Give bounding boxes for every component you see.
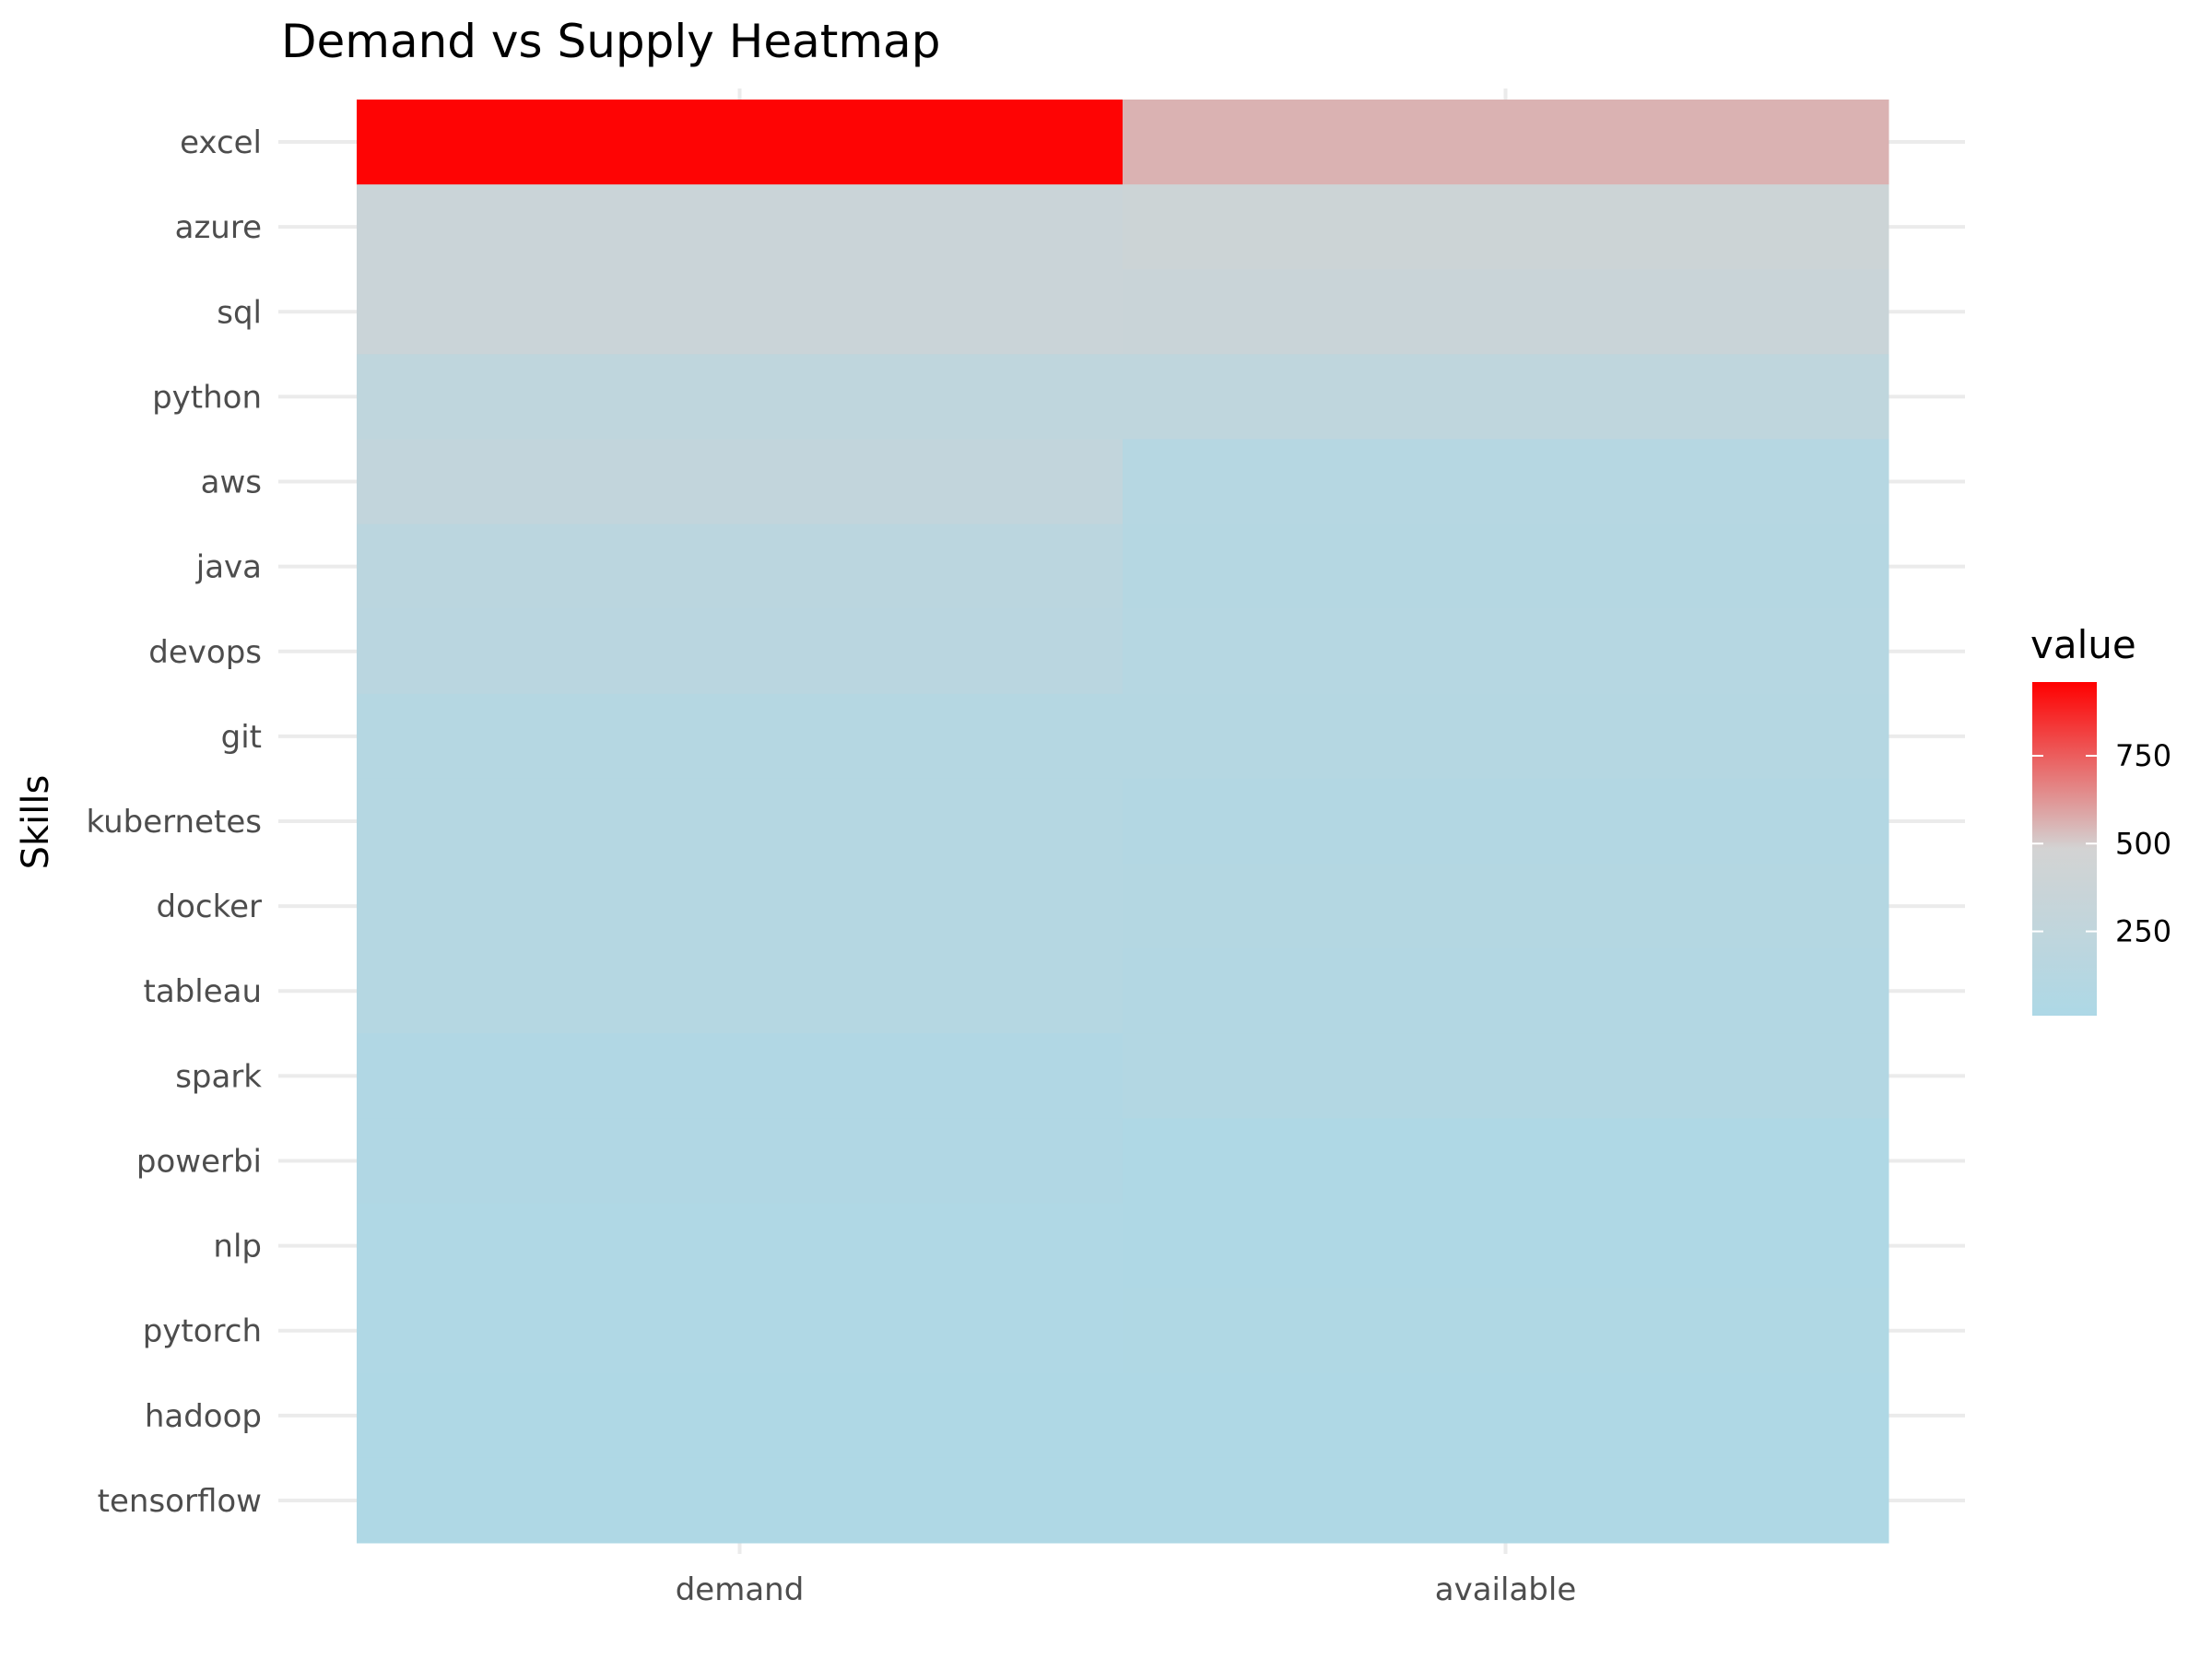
y-tick-tableau: tableau xyxy=(144,973,263,1010)
tile-demand-docker xyxy=(357,864,1124,949)
tile-demand-hadoop xyxy=(357,1372,1124,1459)
tile-available-hadoop xyxy=(1123,1372,1889,1459)
y-tick-sql: sql xyxy=(217,294,262,331)
heatmap-tiles xyxy=(357,100,1889,1544)
colorbar xyxy=(2032,682,2097,1016)
colorbar-tick-label-750: 750 xyxy=(2115,738,2171,773)
tile-available-azure xyxy=(1123,184,1889,270)
y-tick-python: python xyxy=(152,379,262,416)
tile-available-kubernetes xyxy=(1123,778,1889,865)
tile-demand-azure xyxy=(357,184,1124,270)
color-legend: value 250 500 750 xyxy=(2030,622,2171,1016)
y-tick-tensorflow: tensorflow xyxy=(98,1483,262,1520)
tile-available-pytorch xyxy=(1123,1288,1889,1374)
tile-demand-tableau xyxy=(357,948,1124,1034)
colorbar-tick-label-500: 500 xyxy=(2115,826,2171,861)
tile-available-devops xyxy=(1123,608,1889,695)
y-tick-spark: spark xyxy=(175,1058,262,1095)
chart-title: Demand vs Supply Heatmap xyxy=(281,15,940,68)
tile-available-spark xyxy=(1123,1033,1889,1119)
tile-available-nlp xyxy=(1123,1203,1889,1289)
legend-title: value xyxy=(2030,622,2136,667)
y-tick-java: java xyxy=(195,549,262,586)
tile-demand-nlp xyxy=(357,1203,1124,1289)
tile-available-git xyxy=(1123,693,1889,780)
tile-available-aws xyxy=(1123,439,1889,525)
y-tick-pytorch: pytorch xyxy=(143,1313,262,1350)
tile-available-docker xyxy=(1123,864,1889,949)
x-tick-available: available xyxy=(1435,1571,1576,1608)
legend-ticks: 250 500 750 xyxy=(2032,738,2171,949)
y-tick-hadoop: hadoop xyxy=(145,1398,262,1435)
tile-available-tableau xyxy=(1123,948,1889,1034)
tile-available-sql xyxy=(1123,269,1889,355)
tile-demand-devops xyxy=(357,608,1124,695)
y-tick-kubernetes: kubernetes xyxy=(86,804,262,841)
tile-available-python xyxy=(1123,354,1889,440)
y-tick-excel: excel xyxy=(180,124,262,161)
y-tick-powerbi: powerbi xyxy=(136,1143,262,1180)
y-tick-aws: aws xyxy=(201,465,262,501)
tile-demand-powerbi xyxy=(357,1118,1124,1205)
tile-demand-kubernetes xyxy=(357,778,1124,865)
tile-demand-spark xyxy=(357,1033,1124,1119)
tile-available-powerbi xyxy=(1123,1118,1889,1205)
y-axis-title: Skills xyxy=(15,775,57,870)
tile-available-excel xyxy=(1123,100,1889,185)
y-tick-devops: devops xyxy=(148,634,262,671)
tile-demand-pytorch xyxy=(357,1288,1124,1374)
y-tick-nlp: nlp xyxy=(213,1229,262,1265)
tile-demand-tensorflow xyxy=(357,1457,1124,1544)
y-tick-git: git xyxy=(221,719,262,756)
x-tick-labels: demand available xyxy=(676,1571,1577,1608)
x-tick-demand: demand xyxy=(676,1571,805,1608)
tile-demand-sql xyxy=(357,269,1124,355)
tile-available-tensorflow xyxy=(1123,1457,1889,1544)
tile-demand-python xyxy=(357,354,1124,440)
tile-demand-excel xyxy=(357,100,1124,185)
y-tick-docker: docker xyxy=(157,888,262,925)
tile-available-java xyxy=(1123,524,1889,610)
tile-demand-java xyxy=(357,524,1124,610)
y-tick-labels: excel azure sql python aws java devops git kuber… xyxy=(86,124,262,1520)
tile-demand-git xyxy=(357,693,1124,780)
colorbar-tick-label-250: 250 xyxy=(2115,914,2171,949)
tile-demand-aws xyxy=(357,439,1124,525)
y-tick-azure: azure xyxy=(175,209,262,246)
